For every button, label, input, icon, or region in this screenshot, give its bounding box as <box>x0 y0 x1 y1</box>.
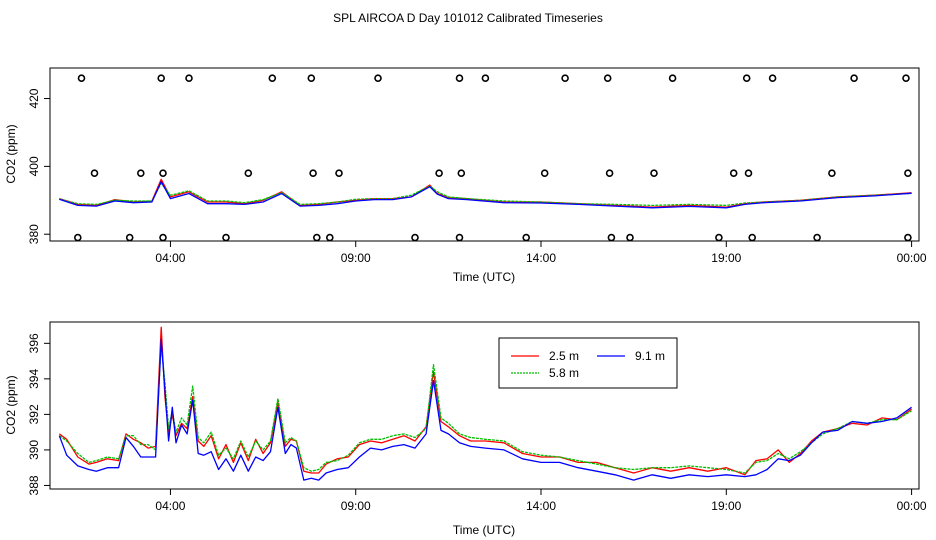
top-marker-point <box>157 74 165 82</box>
bottom-plot-frame <box>49 321 920 490</box>
bottom-y-tick-label: 394 <box>27 369 41 389</box>
top-marker-point <box>813 233 821 242</box>
top-marker-point <box>607 233 616 242</box>
top-y-tick-label: 380 <box>27 224 41 244</box>
top-marker-point <box>904 233 912 242</box>
top-marker-point <box>77 74 86 82</box>
top-x-tick-label: 09:00 <box>341 251 371 265</box>
bottom-series-9-1-m <box>58 339 912 481</box>
top-marker-point <box>455 233 464 242</box>
top-marker-point <box>222 233 230 242</box>
bottom-x-tick-label: 19:00 <box>711 499 741 513</box>
bottom-series-5-8-m <box>58 342 912 474</box>
top-marker-point <box>455 74 464 82</box>
top-marker-point <box>668 74 677 82</box>
top-series-2-5-m <box>59 178 912 208</box>
bottom-x-axis-label: Time (UTC) <box>453 523 515 537</box>
top-marker-point <box>244 169 253 177</box>
top-marker-point <box>522 233 531 242</box>
top-marker-point <box>435 169 443 177</box>
top-marker-point <box>744 169 753 177</box>
top-marker-point <box>159 169 167 177</box>
top-x-axis-label: Time (UTC) <box>453 270 515 284</box>
top-marker-point <box>540 169 549 177</box>
top-marker-point <box>137 169 145 177</box>
top-marker-point <box>307 74 316 82</box>
top-marker-point <box>850 74 858 82</box>
top-marker-point <box>626 233 634 242</box>
top-marker-point <box>185 74 193 82</box>
top-marker-point <box>411 233 419 242</box>
bottom-y-tick-label: 392 <box>27 404 41 424</box>
top-marker-point <box>768 74 777 82</box>
top-marker-point <box>729 169 738 177</box>
top-marker-point <box>309 169 317 177</box>
top-marker-point <box>125 233 134 242</box>
top-y-tick-label: 400 <box>27 156 41 176</box>
top-plot-frame <box>49 67 920 242</box>
top-marker-point <box>481 74 490 82</box>
top-marker-point <box>742 74 751 82</box>
top-marker-point <box>904 169 912 177</box>
top-panel: 380 400 420 04:00 09:00 14:00 19:00 00:00 Time… <box>4 67 927 284</box>
top-y-axis: 380 400 420 <box>27 88 50 244</box>
top-marker-point <box>457 169 466 177</box>
bottom-y-tick-label: 388 <box>27 475 41 495</box>
legend-label-5-8m: 5.8 m <box>549 366 579 380</box>
top-marker-point <box>159 233 167 242</box>
top-marker-point <box>902 74 910 82</box>
top-marker-points <box>74 74 912 242</box>
top-x-tick-label: 19:00 <box>711 251 741 265</box>
top-marker-point <box>828 169 836 177</box>
bottom-y-tick-label: 396 <box>27 333 41 353</box>
top-x-tick-label: 04:00 <box>155 251 185 265</box>
bottom-series-lines <box>58 326 912 481</box>
top-marker-point <box>312 233 321 242</box>
top-marker-point <box>715 233 723 242</box>
bottom-x-axis: 04:00 09:00 14:00 19:00 00:00 <box>155 489 927 513</box>
bottom-panel: 388 390 392 394 396 04:00 09:00 14:00 19:00 00:0… <box>4 321 927 537</box>
legend: 2.5 m 5.8 m 9.1 m <box>498 337 678 389</box>
top-marker-point <box>335 169 343 177</box>
bottom-x-tick-label: 04:00 <box>155 499 185 513</box>
top-marker-point <box>650 169 658 177</box>
bottom-x-tick-label: 09:00 <box>341 499 371 513</box>
top-x-tick-label: 00:00 <box>897 251 927 265</box>
top-marker-point <box>74 233 82 242</box>
top-marker-point <box>325 233 334 242</box>
top-marker-point <box>605 169 614 177</box>
top-x-tick-label: 14:00 <box>526 251 556 265</box>
top-series-9-1-m <box>59 180 912 209</box>
top-x-axis: 04:00 09:00 14:00 19:00 00:00 <box>155 241 927 265</box>
top-marker-point <box>268 74 277 82</box>
top-marker-point <box>561 74 569 82</box>
top-marker-point <box>748 233 757 242</box>
bottom-y-axis: 388 390 392 394 396 <box>27 333 50 495</box>
top-marker-point <box>603 74 612 82</box>
legend-box <box>498 337 678 389</box>
bottom-y-tick-label: 390 <box>27 440 41 460</box>
bottom-x-tick-label: 00:00 <box>897 499 927 513</box>
bottom-y-axis-label: CO2 (ppm) <box>4 375 18 434</box>
top-marker-point <box>374 74 382 82</box>
top-y-axis-label: CO2 (ppm) <box>4 124 18 183</box>
top-marker-point <box>90 169 99 177</box>
bottom-series-2-5-m <box>58 326 912 476</box>
top-series-lines <box>59 178 912 209</box>
figure-title: SPL AIRCOA D Day 101012 Calibrated Times… <box>333 11 603 25</box>
legend-label-2-5m: 2.5 m <box>549 349 579 363</box>
legend-label-9-1m: 9.1 m <box>635 349 665 363</box>
bottom-x-tick-label: 14:00 <box>526 499 556 513</box>
top-y-tick-label: 420 <box>27 88 41 108</box>
